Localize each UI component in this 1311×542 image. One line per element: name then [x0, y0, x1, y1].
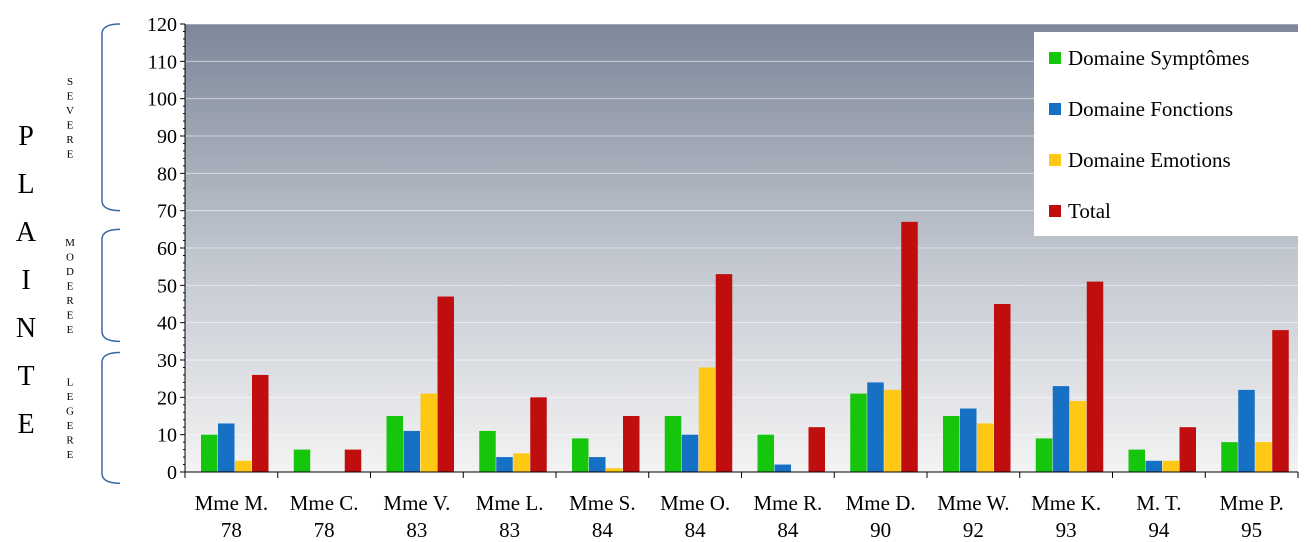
bar	[344, 449, 362, 472]
bar	[901, 221, 918, 472]
bar	[218, 423, 235, 472]
x-tick-label: Mme S. 84	[569, 491, 636, 542]
bar	[437, 296, 454, 472]
y-tick-label: 20	[157, 387, 177, 409]
legend-label: Domaine Symptômes	[1068, 46, 1249, 70]
bar	[850, 393, 867, 472]
bar	[808, 427, 825, 472]
y-tick-label: 30	[157, 350, 177, 372]
bar	[606, 468, 623, 472]
bar	[1086, 281, 1104, 472]
y-axis: 0 10 20 30 40 50 60 70 80 90 100 110 120	[147, 14, 186, 484]
severity-bracket	[101, 23, 121, 212]
legend-box	[1034, 32, 1298, 236]
x-tick-label: Mme C. 78	[290, 491, 359, 542]
severity-bracket	[101, 228, 121, 343]
bar	[1179, 427, 1196, 472]
y-tick-label: 60	[157, 238, 177, 260]
x-tick-label: Mme M. 78	[195, 491, 269, 542]
legend-label: Domaine Fonctions	[1068, 97, 1233, 121]
y-tick-label: 100	[147, 89, 177, 111]
severity-bracket	[101, 351, 121, 484]
legend-swatch	[1049, 154, 1061, 166]
x-tick-label: Mme W. 92	[937, 491, 1009, 542]
legend-swatch	[1049, 103, 1061, 115]
bar	[774, 464, 791, 472]
bar	[572, 438, 589, 472]
bar	[589, 457, 606, 472]
y-tick-label: 50	[157, 275, 177, 297]
bar	[420, 393, 437, 472]
bar	[664, 416, 682, 472]
bars	[201, 221, 1289, 472]
x-tick-label: Mme L. 83	[476, 491, 544, 542]
bar	[681, 434, 699, 472]
legend-label: Total	[1068, 199, 1111, 223]
bar	[1238, 389, 1255, 472]
bar	[293, 449, 311, 472]
x-tick-label: Mme K. 93	[1031, 491, 1101, 542]
bar	[994, 304, 1011, 472]
bar	[698, 367, 716, 472]
bar	[1221, 442, 1238, 472]
bar	[1272, 330, 1289, 472]
legend: Domaine Symptômes Domaine Fonctions Domain…	[1034, 32, 1298, 236]
y-tick-label: 120	[147, 14, 177, 36]
bar	[403, 430, 420, 472]
y-tick-label: 70	[157, 201, 177, 223]
y-tick-label: 110	[148, 51, 177, 73]
x-tick-label: M. T. 94	[1136, 491, 1181, 542]
x-tick-label: Mme V. 83	[383, 491, 450, 542]
bar	[1162, 460, 1179, 472]
y-tick-label: 10	[157, 425, 177, 447]
bar	[715, 274, 733, 472]
y-tick-label: 0	[167, 462, 177, 484]
bar	[1255, 442, 1272, 472]
legend-label: Domaine Emotions	[1068, 148, 1231, 172]
severity-brackets: S E V E R E M O D E R E E L E G E R E	[65, 23, 121, 484]
y-tick-label: 80	[157, 163, 177, 185]
x-tick-label: Mme R. 84	[753, 491, 822, 542]
bar	[1128, 449, 1145, 472]
bar	[623, 416, 640, 472]
bar	[530, 397, 547, 472]
bar	[479, 430, 496, 472]
bar	[884, 389, 901, 472]
bar	[513, 453, 530, 472]
legend-swatch	[1049, 205, 1061, 217]
x-tick-label: Mme P. 95	[1220, 491, 1284, 542]
bar	[1145, 460, 1162, 472]
x-tick-label: Mme O. 84	[660, 491, 730, 542]
bar	[960, 408, 977, 472]
legend-swatch	[1049, 52, 1061, 64]
x-tick-label: Mme D. 90	[846, 491, 916, 542]
x-axis: Mme M. 78 Mme C. 78 Mme V. 83 Mme L. 83 Mme S. 84…	[184, 471, 1299, 542]
y-tick-label: 90	[157, 126, 177, 148]
bar	[1069, 401, 1087, 472]
bar	[943, 416, 960, 472]
bar	[496, 457, 513, 472]
bar	[1035, 438, 1053, 472]
bar	[867, 382, 884, 472]
bar	[1052, 386, 1070, 472]
bar	[386, 416, 403, 472]
y-tick-label: 40	[157, 313, 177, 335]
bar	[235, 460, 252, 472]
bar	[757, 434, 774, 472]
bar	[977, 423, 994, 472]
bar	[252, 374, 269, 472]
bar	[201, 434, 218, 472]
